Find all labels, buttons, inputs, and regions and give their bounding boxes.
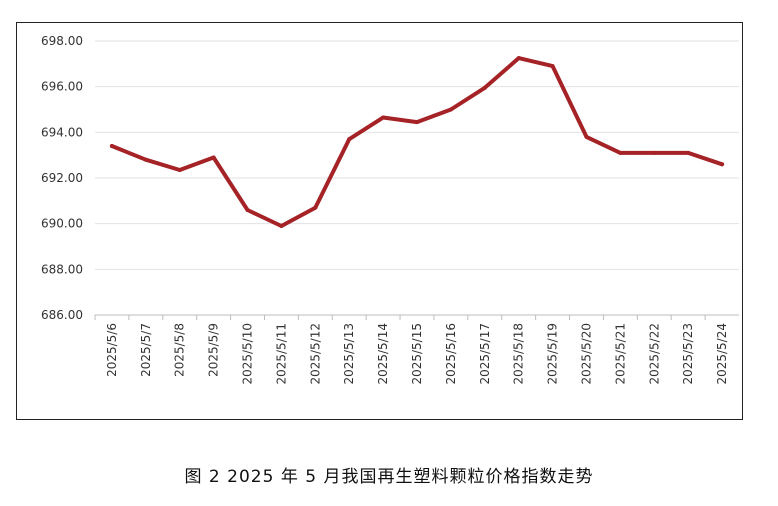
y-tick-label: 692.00 [41, 171, 83, 185]
data-point [177, 168, 182, 173]
figure-caption: 图 2 2025 年 5 月我国再生塑料颗粒价格指数走势 [184, 467, 594, 487]
x-tick-label: 2025/5/13 [342, 323, 356, 385]
data-point [347, 137, 352, 142]
series-line [109, 56, 725, 228]
chart-frame: 686.00 688.00 690.00 692.00 694.00 696.00 698.… [16, 22, 743, 420]
data-point [109, 144, 114, 149]
data-point [720, 162, 725, 167]
data-point [448, 107, 453, 112]
y-tick-label: 696.00 [41, 80, 83, 94]
x-tick-label: 2025/5/21 [613, 323, 627, 385]
data-point [211, 155, 216, 160]
x-tick-label: 2025/5/11 [274, 323, 288, 385]
x-tick-label: 2025/5/9 [207, 323, 221, 377]
x-tick-label: 2025/5/12 [308, 323, 322, 385]
series-layer [109, 56, 725, 228]
data-point [482, 85, 487, 90]
x-tick-label: 2025/5/20 [579, 323, 593, 385]
data-point [584, 134, 589, 139]
data-point [313, 205, 318, 210]
x-tick-label: 2025/5/18 [512, 323, 526, 385]
x-tick-label: 2025/5/14 [376, 323, 390, 385]
y-tick-label: 698.00 [41, 34, 83, 48]
x-tick-label: 2025/5/10 [241, 323, 255, 385]
data-point [415, 120, 419, 125]
data-point [245, 207, 250, 212]
y-tick-label: 690.00 [41, 217, 83, 231]
x-tick-label: 2025/5/22 [647, 323, 661, 385]
data-point [652, 150, 657, 155]
x-tick-label: 2025/5/19 [546, 323, 560, 385]
y-axis-ticks: 686.00 688.00 690.00 692.00 694.00 696.00 698.… [41, 34, 83, 322]
x-tick-label: 2025/5/16 [444, 323, 458, 385]
x-axis-ticks: 2025/5/6 2025/5/7 2025/5/8 2025/5/9 2025/5/1… [105, 323, 729, 385]
gridlines [94, 40, 739, 320]
data-point [618, 150, 623, 155]
data-point [686, 150, 691, 155]
data-point [516, 56, 521, 61]
x-tick-label: 2025/5/17 [478, 323, 492, 385]
y-tick-label: 686.00 [41, 308, 83, 322]
x-tick-label: 2025/5/24 [715, 323, 729, 385]
data-point [550, 64, 555, 69]
data-point [143, 157, 148, 162]
x-tick-label: 2025/5/15 [410, 323, 424, 385]
y-tick-label: 694.00 [41, 125, 83, 139]
x-tick-label: 2025/5/8 [173, 323, 187, 377]
y-tick-label: 688.00 [41, 262, 83, 276]
data-point [279, 223, 284, 228]
x-tick-label: 2025/5/7 [139, 323, 153, 377]
x-tick-label: 2025/5/6 [105, 323, 119, 377]
line-chart: 686.00 688.00 690.00 692.00 694.00 696.00 698.… [41, 34, 739, 385]
x-tick-label: 2025/5/23 [681, 323, 695, 385]
data-point [381, 115, 386, 120]
